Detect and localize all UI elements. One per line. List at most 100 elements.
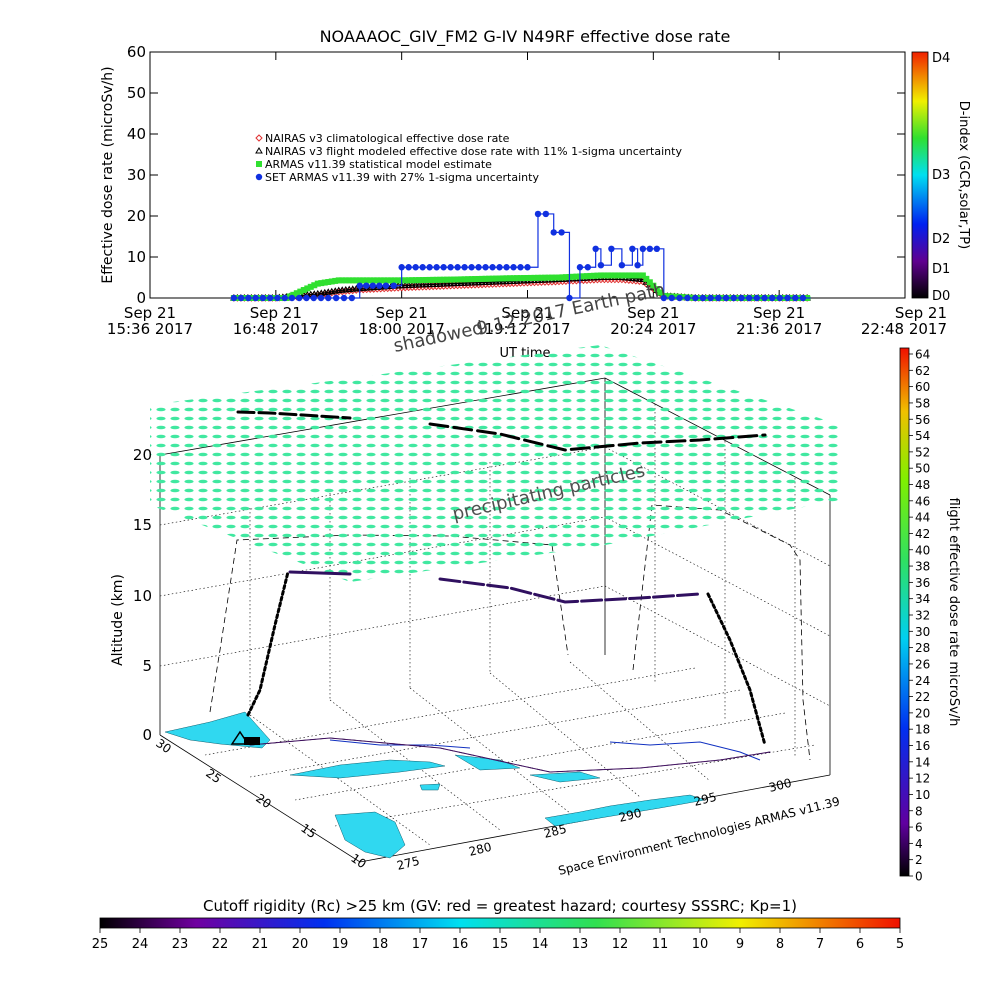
dose-tick-label: 46 bbox=[915, 494, 930, 508]
set-armas-point bbox=[281, 294, 288, 302]
armas-model-point bbox=[304, 285, 311, 292]
dindex-tick-label: D4 bbox=[932, 51, 950, 66]
armas-model-point bbox=[503, 275, 510, 282]
armas-model-point bbox=[447, 276, 454, 283]
set-armas-point bbox=[237, 294, 245, 302]
armas-model-point bbox=[521, 275, 528, 282]
armas-model-point bbox=[290, 291, 297, 298]
armas-model-point bbox=[367, 277, 374, 284]
armas-model-point bbox=[632, 272, 639, 279]
armas-model-point bbox=[391, 277, 398, 284]
rigidity-tick-label: 22 bbox=[212, 937, 229, 952]
set-armas-point bbox=[412, 264, 419, 271]
map-floor bbox=[160, 655, 830, 862]
set-armas-point bbox=[668, 294, 675, 302]
set-armas-point bbox=[660, 294, 668, 302]
x-tick-label-date: Sep 21 bbox=[124, 304, 176, 322]
armas-model-point bbox=[437, 276, 444, 283]
set-armas-point bbox=[468, 264, 475, 271]
armas-model-point bbox=[461, 276, 468, 283]
set-armas-point bbox=[426, 264, 433, 271]
dindex-tick-label: D3 bbox=[932, 168, 950, 183]
dose-tick-label: 40 bbox=[915, 543, 930, 557]
set-armas-point bbox=[707, 294, 714, 302]
armas-model-point bbox=[534, 274, 541, 281]
set-armas-point bbox=[266, 294, 274, 302]
longitude-tick-label: 285 bbox=[542, 822, 568, 841]
x-tick-label-date: Sep 21 bbox=[376, 304, 428, 322]
set-armas-point bbox=[496, 264, 503, 271]
armas-model-point bbox=[562, 274, 569, 281]
dindex-tick-label: D2 bbox=[932, 232, 950, 247]
altitude-tick-label: 20 bbox=[133, 446, 152, 464]
armas-model-point bbox=[451, 276, 458, 283]
set-armas-point bbox=[503, 264, 510, 271]
chart-title: NOAAAOC_GIV_FM2 G-IV N49RF effective dos… bbox=[320, 27, 731, 47]
rigidity-tick-label: 16 bbox=[452, 937, 469, 952]
rigidity-tick-label: 11 bbox=[652, 937, 669, 952]
armas-model-point bbox=[370, 277, 377, 284]
legend-label: SET ARMAS v11.39 with 27% 1-sigma uncert… bbox=[265, 171, 539, 184]
armas-model-point bbox=[328, 278, 335, 285]
dindex-colorbar bbox=[911, 51, 929, 299]
set-armas-point bbox=[440, 264, 447, 271]
set-armas-point bbox=[784, 294, 791, 302]
x-tick-label-time: 19:12 2017 bbox=[484, 320, 570, 338]
box-gridlines bbox=[159, 404, 831, 756]
armas-model-point bbox=[314, 280, 321, 287]
armas-model-point bbox=[311, 282, 318, 289]
dose-rate-chart: NOAAAOC_GIV_FM2 G-IV N49RF effective dos… bbox=[100, 27, 971, 338]
x-tick-label-time: 21:36 2017 bbox=[736, 320, 822, 338]
armas-model-point bbox=[402, 277, 409, 284]
x-tick-label-date: Sep 21 bbox=[627, 304, 679, 322]
armas-model-point bbox=[646, 279, 653, 286]
rigidity-tick-label: 14 bbox=[532, 937, 549, 952]
altitude-tick-label: 0 bbox=[142, 726, 152, 744]
set-armas-point bbox=[461, 264, 468, 271]
dose-tick-label: 4 bbox=[915, 837, 923, 851]
armas-model-point bbox=[374, 277, 381, 284]
armas-model-point bbox=[527, 274, 534, 281]
dose-tick-label: 26 bbox=[915, 657, 930, 671]
set-armas-point bbox=[745, 294, 753, 302]
y-tick-label: 30 bbox=[127, 166, 146, 184]
armas-model-point bbox=[363, 277, 370, 284]
longitude-ticks: 275 280 285 290 295 300 bbox=[395, 776, 793, 873]
legend-marker-triangle bbox=[255, 147, 263, 154]
precipitating-particles-layer bbox=[150, 345, 840, 582]
flight-track bbox=[236, 410, 771, 773]
set-armas-point bbox=[454, 264, 461, 271]
set-armas-point bbox=[310, 294, 317, 302]
armas-model-point bbox=[360, 277, 367, 284]
armas-model-point bbox=[426, 276, 433, 283]
set-armas-point bbox=[259, 294, 267, 302]
set-armas-point bbox=[692, 294, 699, 302]
armas-model-point bbox=[636, 272, 643, 279]
longitude-tick-label: 295 bbox=[692, 790, 718, 809]
armas-model-point bbox=[657, 289, 664, 296]
set-armas-point bbox=[482, 264, 489, 271]
set-armas-point bbox=[475, 264, 482, 271]
rigidity-colorbar-group: Cutoff rigidity (Rc) >25 km (GV: red = g… bbox=[92, 897, 904, 952]
rigidity-tick-label: 24 bbox=[132, 937, 149, 952]
set-armas-point bbox=[629, 245, 636, 252]
rigidity-tick-label: 9 bbox=[736, 937, 744, 952]
set-armas-point bbox=[398, 264, 405, 271]
armas-model-point bbox=[325, 279, 332, 286]
armas-model-point bbox=[552, 274, 559, 281]
dose-tick-label: 18 bbox=[915, 723, 930, 737]
armas-model-point bbox=[409, 277, 416, 284]
set-armas-point bbox=[558, 229, 565, 236]
armas-model-point bbox=[653, 286, 660, 293]
dose-tick-label: 20 bbox=[915, 706, 930, 720]
rigidity-tick-label: 25 bbox=[92, 937, 109, 952]
rigidity-tick-label: 18 bbox=[372, 937, 389, 952]
dose-tick-label: 38 bbox=[915, 560, 930, 574]
rigidity-tick-label: 8 bbox=[776, 937, 784, 952]
armas-model-point bbox=[335, 277, 342, 284]
set-armas-point bbox=[715, 294, 722, 302]
set-armas-point bbox=[363, 282, 370, 289]
armas-model-point bbox=[356, 277, 363, 284]
armas-model-point bbox=[555, 274, 562, 281]
rigidity-tick-label: 7 bbox=[816, 937, 824, 952]
